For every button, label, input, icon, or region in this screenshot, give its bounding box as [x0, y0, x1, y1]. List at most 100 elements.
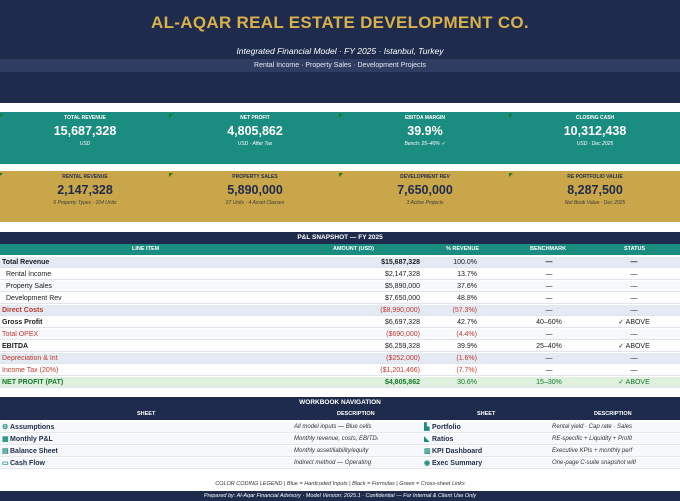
comment-marker-icon	[339, 114, 343, 118]
comment-marker-icon	[509, 173, 513, 177]
benchmark: —	[545, 307, 553, 314]
building-icon: ▙	[424, 424, 430, 431]
kpi-card-property-sales[interactable]: PROPERTY SALES 5,890,000 27 Units · 4 Asse…	[169, 171, 340, 222]
line-item: Total Revenue	[2, 259, 50, 266]
benchmark: —	[545, 355, 553, 362]
status: —	[630, 283, 638, 290]
pct-revenue: 42.7%	[457, 319, 477, 326]
sheet-link-portfolio[interactable]: ▙ Portfolio	[424, 424, 461, 431]
business-lines: Rental Income · Property Sales · Develop…	[0, 59, 680, 72]
table-row[interactable]: Depreciation & Int ($252,000) (1.6%) — —	[0, 353, 680, 364]
pct-revenue: (4.4%)	[456, 331, 477, 338]
table-row[interactable]: Income Tax (20%) ($1,201,466) (7.7%) — —	[0, 365, 680, 376]
pct-revenue: (1.6%)	[456, 355, 477, 362]
sheet-link-assumptions[interactable]: ⚙ Assumptions	[2, 424, 55, 431]
status-check-icon: ✓ ABOVE	[618, 379, 650, 386]
gear-icon: ⚙	[2, 424, 9, 431]
table-row[interactable]: Total Revenue $15,687,328 100.0% — —	[0, 257, 680, 268]
col-header-pct-revenue[interactable]: % REVENUE	[446, 246, 480, 252]
line-item: Property Sales	[6, 283, 52, 290]
kpi-card-rental-revenue[interactable]: RENTAL REVENUE 2,147,328 6 Property Types …	[0, 171, 170, 222]
bar-chart-icon: ▦	[2, 436, 9, 443]
line-item: Direct Costs	[2, 307, 44, 314]
line-item: Total OPEX	[2, 331, 39, 338]
kpi-value: 4,805,862	[227, 124, 283, 138]
sheet-description: Executive KPIs + monthly perf	[552, 448, 633, 454]
kpi-label: EBITDA MARGIN	[404, 115, 446, 121]
kpi-value: 39.9%	[407, 124, 443, 138]
col-header-line-item[interactable]: LINE ITEM	[132, 246, 160, 252]
color-coding-legend: COLOR CODING LEGEND | Blue = Hardcoded I…	[215, 481, 465, 487]
cash-icon: ▭	[2, 460, 9, 467]
kpi-value: 10,312,438	[563, 124, 627, 138]
company-title: AL-AQAR REAL ESTATE DEVELOPMENT CO.	[151, 13, 529, 32]
sheet-link-monthly-pl[interactable]: ▦Monthly P&L	[2, 436, 53, 443]
sheet-link-balance-sheet[interactable]: ▤Balance Sheet	[2, 448, 58, 455]
sheet-description: Monthly revenue, costs, EBITDA	[294, 436, 378, 442]
line-item: Gross Profit	[2, 319, 43, 326]
kpi-sub: USD · After Tax	[237, 141, 273, 147]
amount: ($252,000)	[386, 355, 420, 362]
col-header-sheet: SHEET	[137, 411, 156, 417]
benchmark: —	[545, 271, 553, 278]
col-header-description: DESCRIPTION	[337, 411, 375, 417]
kpi-label: CLOSING CASH	[575, 115, 615, 121]
target-icon: ◉	[424, 460, 431, 467]
kpi-value: 5,890,000	[227, 183, 283, 197]
kpi-label: DEVELOPMENT REV	[400, 174, 450, 180]
sheet-link-exec-summary[interactable]: ◉ Exec Summary	[424, 460, 483, 467]
amount: ($690,000)	[386, 331, 420, 338]
kpi-card-ebitda-margin[interactable]: EBITDA MARGIN 39.9% Bench: 25–40% ✓	[339, 112, 510, 164]
kpi-sub: USD · Dec 2025	[576, 141, 614, 147]
nav-table-header: SHEET DESCRIPTION SHEET DESCRIPTION	[0, 409, 680, 420]
workbook-nav-title: WORKBOOK NAVIGATION	[0, 397, 680, 409]
pct-revenue: 39.9%	[457, 343, 477, 350]
amount: $7,650,000	[384, 295, 420, 302]
table-row[interactable]: Development Rev $7,650,000 48.8% — —	[0, 293, 680, 304]
line-item: Income Tax (20%)	[2, 367, 59, 374]
kpi-value: 8,287,500	[567, 183, 623, 197]
kpi-card-closing-cash[interactable]: CLOSING CASH 10,312,438 USD · Dec 2025	[509, 112, 680, 164]
table-row[interactable]: Direct Costs ($8,990,000) (57.3%) — —	[0, 305, 680, 316]
nav-row: ▦Monthly P&L Monthly revenue, costs, EBI…	[0, 434, 680, 445]
sheet-link-ratios[interactable]: ◣ Ratios	[424, 436, 454, 443]
comment-marker-icon	[0, 173, 3, 177]
ratio-chart-icon: ◣	[424, 436, 430, 443]
benchmark: —	[545, 295, 553, 302]
status: —	[630, 355, 638, 362]
table-row[interactable]: NET PROFIT (PAT) $4,805,862 30.6% 15–30% ✓ A…	[0, 377, 680, 388]
sheet-description: RE-specific + Liquidity + Profit	[552, 436, 633, 442]
pct-revenue: 37.6%	[457, 283, 477, 290]
comment-marker-icon	[0, 114, 3, 118]
kpi-card-total-revenue[interactable]: TOTAL REVENUE 15,687,328 USD	[0, 112, 170, 164]
benchmark: —	[545, 283, 553, 290]
table-row[interactable]: Rental Income $2,147,328 13.7% — —	[0, 269, 680, 280]
pl-snapshot-title: P&L SNAPSHOT — FY 2025	[0, 232, 680, 244]
benchmark: —	[545, 367, 553, 374]
status: —	[630, 331, 638, 338]
pct-revenue: (57.3%)	[452, 307, 477, 314]
col-header-status[interactable]: STATUS	[624, 246, 646, 252]
sheet-description: One-page C-suite snapshot with	[552, 460, 636, 466]
amount: $4,805,862	[384, 379, 420, 386]
col-header-benchmark[interactable]: BENCHMARK	[530, 246, 567, 252]
kpi-row-segments: RENTAL REVENUE 2,147,328 6 Property Types …	[0, 171, 680, 222]
table-row[interactable]: Total OPEX ($690,000) (4.4%) — —	[0, 329, 680, 340]
kpi-card-portfolio-value[interactable]: RE PORTFOLIO VALUE 8,287,500 Net Book Valu…	[509, 171, 680, 222]
benchmark: 15–30%	[536, 379, 562, 386]
sheet-link-cash-flow[interactable]: ▭Cash Flow	[2, 460, 46, 467]
table-row[interactable]: Property Sales $5,890,000 37.6% — —	[0, 281, 680, 292]
amount: $15,687,328	[381, 259, 420, 266]
status: —	[630, 367, 638, 374]
table-row[interactable]: EBITDA $6,259,328 39.9% 25–40% ✓ ABOVE	[0, 341, 680, 352]
dashboard-icon: ▥	[424, 448, 431, 455]
status: —	[630, 259, 638, 266]
sheet-link-kpi-dashboard[interactable]: ▥KPI Dashboard	[424, 448, 483, 455]
line-item: EBITDA	[2, 343, 29, 350]
table-row[interactable]: Gross Profit $6,697,328 42.7% 40–60% ✓ ABOVE	[0, 317, 680, 328]
kpi-card-development-rev[interactable]: DEVELOPMENT REV 7,650,000 3 Active Project…	[339, 171, 510, 222]
kpi-sub: USD	[79, 141, 91, 147]
col-header-amount[interactable]: AMOUNT (USD)	[333, 246, 374, 252]
kpi-sub: 6 Property Types · 104 Units	[53, 200, 117, 206]
kpi-card-net-profit[interactable]: NET PROFIT 4,805,862 USD · After Tax	[169, 112, 340, 164]
